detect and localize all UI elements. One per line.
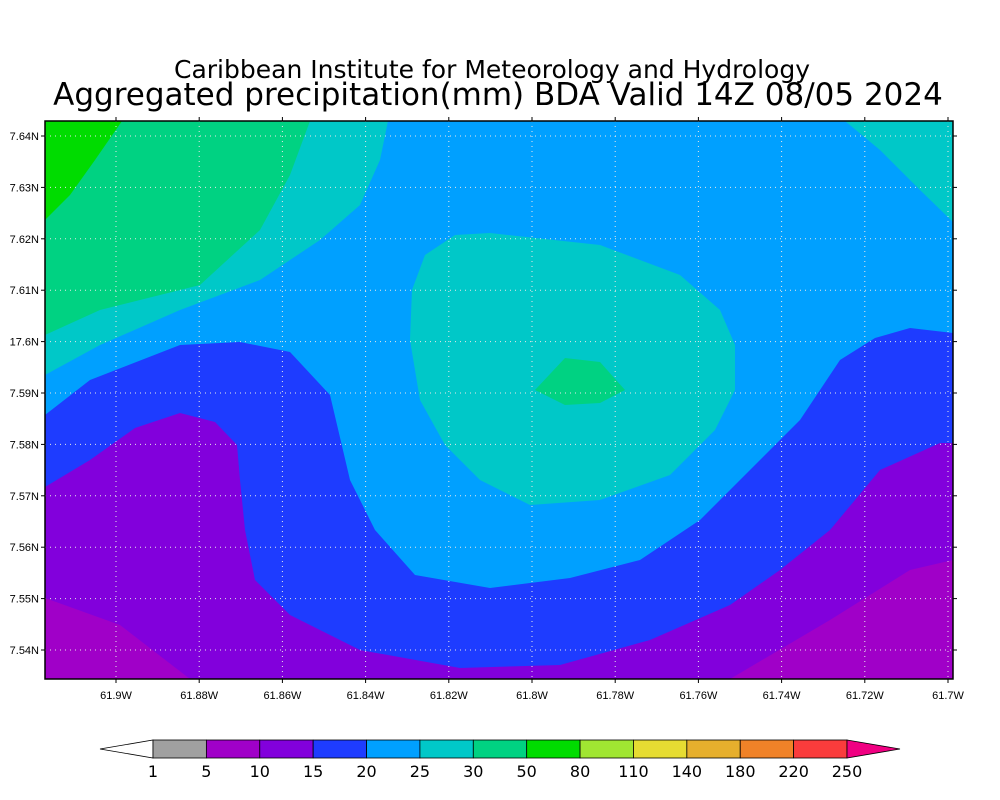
colorbar-label: 180 <box>725 762 756 781</box>
lon-label: 61.86W <box>263 690 302 702</box>
ticks: 7.64N 7.63N 7.62N 7.61N 17.6N 7.59N 7.58N 7.57N… <box>10 117 965 702</box>
lon-label: 61.88W <box>180 690 219 702</box>
lon-label: 61.84W <box>347 690 386 702</box>
lat-label: 7.56N <box>10 542 39 554</box>
colorbar-swatch <box>152 739 207 759</box>
lon-label: 61.74W <box>763 690 802 702</box>
lat-label: 7.59N <box>10 388 39 400</box>
lon-label: 61.82W <box>430 690 469 702</box>
colorbar-label: 30 <box>463 762 483 781</box>
colorbar-label: 140 <box>672 762 703 781</box>
colorbar-over <box>846 739 901 759</box>
colorbar-swatch <box>579 739 634 759</box>
colorbar-swatch <box>205 739 261 759</box>
colorbar: 1 5 10 15 20 25 30 50 80 110 140 180 220 250 <box>99 739 901 781</box>
colorbar-label: 110 <box>618 762 649 781</box>
lon-label: 61.8W <box>516 690 548 702</box>
colorbar-swatch <box>312 739 367 759</box>
lon-label: 61.76W <box>679 690 718 702</box>
lat-label: 7.57N <box>10 491 39 503</box>
colorbar-label: 25 <box>410 762 430 781</box>
contour-25-30 <box>845 121 953 222</box>
contour-5-10 <box>45 598 190 679</box>
colorbar-under <box>99 739 154 759</box>
map-frame <box>44 120 954 680</box>
lon-label: 61.9W <box>100 690 132 702</box>
grid <box>45 121 953 679</box>
colorbar-swatch <box>686 739 741 759</box>
institute-title: Caribbean Institute for Meteorology and … <box>174 55 810 84</box>
contour-15-20 <box>45 328 953 679</box>
lon-label: 61.7W <box>932 690 964 702</box>
lon-label: 61.78W <box>596 690 635 702</box>
colorbar-swatch <box>526 739 581 759</box>
colorbar-label: 220 <box>778 762 809 781</box>
lat-label: 7.55N <box>10 594 39 606</box>
colorbar-swatch <box>793 739 848 759</box>
lon-label: 61.72W <box>846 690 885 702</box>
lat-label: 7.62N <box>10 234 39 246</box>
contour-10-15 <box>45 413 953 679</box>
lat-label: 7.64N <box>10 131 39 143</box>
colorbar-label: 250 <box>832 762 863 781</box>
colorbar-swatch <box>472 739 528 759</box>
map-title: Aggregated precipitation(mm) BDA Valid 1… <box>53 77 943 113</box>
lat-label: 17.6N <box>10 337 39 349</box>
colorbar-swatch <box>739 739 795 759</box>
contour-5-10 <box>730 560 953 679</box>
colorbar-swatch <box>633 739 688 759</box>
colorbar-label: 20 <box>356 762 376 781</box>
colorbar-label: 1 <box>148 762 158 781</box>
lat-label: 7.54N <box>10 645 39 657</box>
colorbar-label: 5 <box>201 762 211 781</box>
lat-label: 7.58N <box>10 439 39 451</box>
colorbar-label: 15 <box>303 762 323 781</box>
lat-label: 7.63N <box>10 182 39 194</box>
colorbar-label: 50 <box>517 762 537 781</box>
contour-50-80 <box>45 121 122 220</box>
contour-field <box>45 121 953 679</box>
colorbar-label: 10 <box>250 762 270 781</box>
colorbar-label: 80 <box>570 762 590 781</box>
colorbar-swatch <box>419 739 474 759</box>
colorbar-swatch <box>259 739 314 759</box>
contour-30-50 <box>45 121 310 335</box>
colorbar-swatch <box>366 739 421 759</box>
contour-30-50 <box>535 358 625 405</box>
lat-label: 7.61N <box>10 285 39 297</box>
